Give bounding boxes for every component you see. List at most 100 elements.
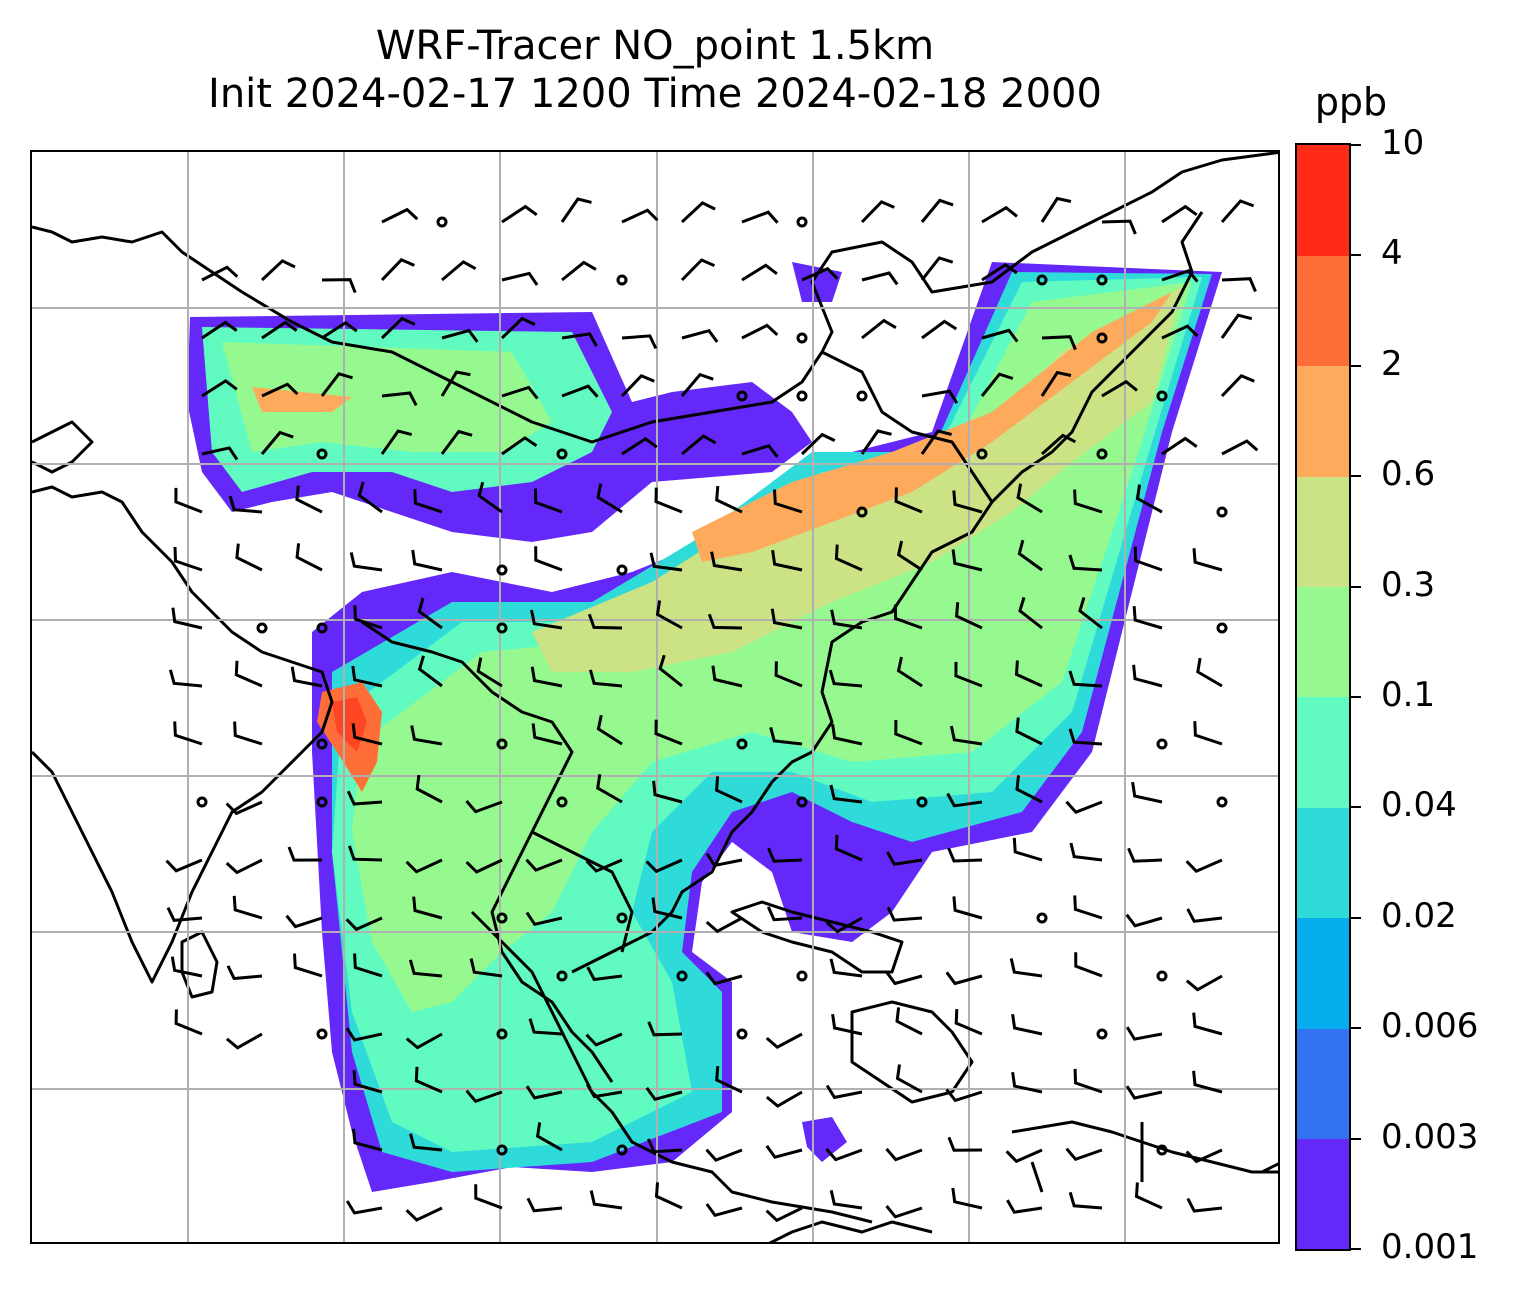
- wind-barb: [225, 1032, 263, 1050]
- title-line-1: WRF-Tracer NO_point 1.5km: [375, 23, 935, 69]
- wind-barb: [201, 320, 238, 340]
- wind-barb: [921, 319, 958, 340]
- wind-barb: [834, 544, 863, 572]
- wind-barb: [233, 721, 263, 746]
- wind-barb: [920, 256, 954, 281]
- wind-barb: [293, 953, 323, 978]
- wind-barb: [952, 896, 983, 920]
- colorbar-tick: [1351, 1248, 1361, 1250]
- wind-barb: [295, 543, 323, 572]
- wind-barb: [380, 258, 415, 282]
- wind-barb: [168, 669, 203, 688]
- wind-barb: [658, 654, 683, 688]
- wind-barb: [417, 655, 443, 688]
- wind-barb: [652, 780, 683, 804]
- wind-barb: [894, 719, 923, 746]
- calm-wind-marker: [196, 796, 208, 808]
- wind-barb: [440, 370, 471, 397]
- calm-wind-marker: [496, 622, 508, 634]
- wind-barb: [349, 552, 383, 572]
- wind-barb: [1161, 269, 1199, 283]
- colorbar-segment: [1297, 697, 1349, 808]
- gridlines: [32, 152, 1278, 1242]
- wind-barb: [596, 483, 623, 514]
- wind-barb: [173, 546, 203, 572]
- calm-wind-marker: [1156, 738, 1168, 750]
- wind-barb: [769, 727, 803, 746]
- wind-barb: [465, 1089, 503, 1104]
- wind-barb: [528, 1018, 563, 1036]
- title-line-2: Init 2024-02-17 1200 Time 2024-02-18 200…: [208, 71, 1102, 117]
- colorbar-tick-label: 0.003: [1381, 1116, 1479, 1157]
- wind-barb: [414, 1066, 443, 1094]
- wind-barb: [1068, 554, 1103, 572]
- wind-barb: [441, 328, 479, 343]
- wind-barb: [352, 1070, 383, 1094]
- wind-barb: [1192, 1012, 1223, 1036]
- calm-wind-marker: [916, 796, 928, 808]
- wind-barb: [645, 1087, 683, 1102]
- wind-barb: [765, 1145, 803, 1159]
- wind-barb: [596, 774, 623, 804]
- wind-barb: [561, 384, 599, 398]
- wind-barb: [680, 258, 716, 282]
- wind-barb: [353, 605, 383, 630]
- colorbar-segment: [1297, 1138, 1349, 1250]
- wind-barb: [225, 800, 263, 816]
- colorbar-tick-label: 0.006: [1381, 1006, 1479, 1047]
- wind-barb: [1005, 1148, 1043, 1164]
- map-panel: [30, 150, 1280, 1244]
- calm-wind-marker: [1156, 970, 1168, 982]
- wind-barb: [321, 278, 357, 294]
- wind-barb: [825, 916, 863, 934]
- wind-barb: [588, 669, 623, 688]
- wind-barb: [412, 896, 443, 920]
- wind-barb: [525, 1085, 563, 1100]
- wind-barb: [174, 487, 203, 514]
- wind-barb: [1161, 324, 1199, 340]
- wind-barb: [1221, 277, 1257, 293]
- wind-barb: [707, 613, 743, 630]
- calm-wind-marker: [736, 738, 748, 750]
- wind-barb: [951, 1187, 983, 1210]
- wind-barb: [1006, 1199, 1043, 1214]
- wind-barb: [586, 1083, 623, 1099]
- wind-barb: [1132, 605, 1163, 630]
- wind-barb: [654, 719, 683, 746]
- wind-barb: [1220, 313, 1253, 339]
- calm-wind-marker: [316, 622, 328, 634]
- wind-barb: [831, 723, 863, 746]
- wind-barb: [705, 916, 743, 934]
- calm-wind-marker: [1096, 274, 1108, 286]
- wind-barb: [954, 1009, 983, 1036]
- colorbar-segment: [1297, 255, 1349, 367]
- colorbar: [1295, 143, 1351, 1251]
- wind-barb: [621, 334, 658, 350]
- wind-barb: [1073, 489, 1103, 514]
- tracer-field: [187, 262, 1222, 1192]
- calm-wind-marker: [496, 1028, 508, 1040]
- calm-wind-marker: [556, 970, 568, 982]
- wind-barb: [886, 906, 923, 922]
- wind-barb: [1040, 196, 1072, 223]
- map-canvas: [32, 152, 1278, 1242]
- wind-barb: [1131, 781, 1163, 804]
- wind-barb: [585, 1032, 623, 1047]
- wind-barb: [949, 725, 983, 746]
- wind-barb: [290, 666, 323, 688]
- wind-barb: [260, 259, 296, 282]
- wind-barb: [829, 784, 863, 804]
- calm-wind-marker: [316, 448, 328, 460]
- colorbar-tick: [1351, 1027, 1361, 1030]
- wind-barb: [561, 332, 598, 347]
- wind-barb: [201, 379, 238, 398]
- wind-barb: [767, 847, 803, 863]
- calm-wind-marker: [1156, 1144, 1168, 1156]
- calm-wind-marker: [316, 796, 328, 808]
- wind-barb: [441, 260, 477, 282]
- wind-barb: [596, 714, 623, 746]
- wind-barb: [381, 391, 418, 407]
- wind-barb: [501, 436, 538, 456]
- wind-barb: [1125, 1085, 1163, 1100]
- colorbar-segment: [1297, 586, 1349, 698]
